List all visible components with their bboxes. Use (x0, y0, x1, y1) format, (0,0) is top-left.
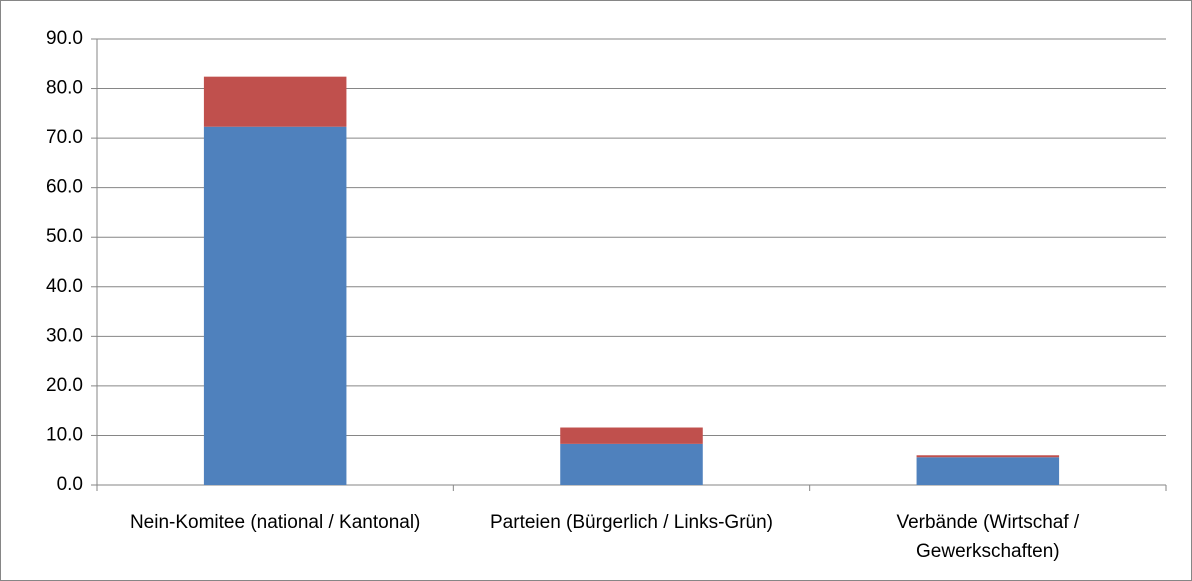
y-tick-label: 0.0 (57, 474, 83, 495)
y-tick-label: 90.0 (46, 28, 83, 49)
y-tick-label: 60.0 (46, 177, 83, 198)
x-tick-label: Nein-Komitee (national / Kantonal) (129, 512, 421, 533)
bar-segment (203, 76, 347, 127)
x-tick-label: Verbände (Wirtschaf / Gewerkschaften) (896, 512, 1080, 562)
bar-segment (560, 443, 703, 485)
y-tick-label: 80.0 (46, 78, 83, 99)
y-tick-label: 40.0 (46, 276, 83, 297)
y-tick-label: 10.0 (46, 424, 83, 445)
y-tick-label: 70.0 (46, 127, 83, 148)
y-tick-label: 30.0 (46, 325, 83, 346)
x-tick-label: Parteien (Bürgerlich / Links-Grün) (490, 512, 773, 533)
bar-segment (916, 457, 1060, 485)
bar-segment (560, 427, 703, 444)
y-tick-label: 50.0 (46, 226, 83, 247)
y-tick-label: 20.0 (46, 375, 83, 396)
bar-segment (916, 455, 1060, 458)
bar-segment (203, 126, 347, 486)
